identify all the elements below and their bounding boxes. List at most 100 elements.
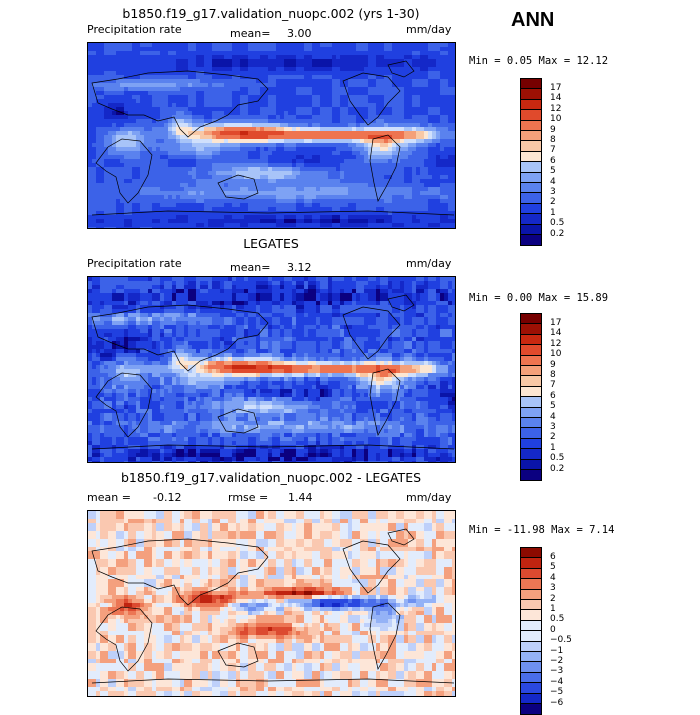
map-cell	[384, 199, 389, 204]
map-cell	[212, 191, 217, 196]
map-cell	[372, 67, 377, 72]
map-cell	[384, 277, 389, 282]
map-cell	[88, 139, 93, 144]
map-cell	[236, 63, 241, 68]
map-cell	[128, 123, 133, 128]
map-cell	[100, 107, 105, 112]
map-cell	[152, 179, 157, 184]
map-cell	[404, 123, 409, 128]
map-cell	[104, 179, 109, 184]
map-cell	[212, 277, 217, 282]
map-cell	[132, 59, 137, 64]
map-cell	[276, 119, 281, 124]
map-cell	[340, 51, 345, 56]
map-cell	[104, 47, 109, 52]
map-cell	[392, 223, 397, 228]
map-cell	[304, 223, 309, 228]
map-cell	[288, 199, 293, 204]
map-cell	[148, 103, 153, 108]
map-cell	[152, 159, 157, 164]
map-cell	[220, 155, 225, 160]
map-cell	[124, 83, 129, 88]
map-cell	[432, 277, 437, 282]
map-cell	[392, 227, 397, 228]
map-cell	[208, 143, 213, 148]
map-cell	[256, 207, 261, 212]
map-cell	[252, 67, 257, 72]
map-cell	[424, 155, 429, 160]
map-cell	[108, 293, 113, 298]
map-cell	[116, 79, 121, 84]
map-cell	[288, 123, 293, 128]
map-cell	[436, 175, 441, 180]
map-cell	[412, 59, 417, 64]
map-cell	[308, 115, 313, 120]
map-cell	[364, 151, 369, 156]
map-cell	[276, 67, 281, 72]
map-cell	[220, 59, 225, 64]
map-cell	[108, 95, 113, 100]
map-cell	[176, 277, 181, 282]
map-cell	[384, 139, 389, 144]
map-cell	[360, 83, 365, 88]
map-cell	[108, 159, 113, 164]
map-cell	[364, 51, 369, 56]
map-cell	[232, 163, 237, 168]
map-cell	[376, 83, 381, 88]
map-cell	[232, 199, 237, 204]
map-cell	[384, 43, 389, 48]
map-cell	[172, 297, 177, 302]
map-cell	[168, 199, 173, 204]
map-cell	[372, 203, 377, 208]
map-cell	[320, 63, 325, 68]
map-cell	[216, 79, 221, 84]
map-cell	[292, 187, 297, 192]
map-cell	[148, 79, 153, 84]
map-cell	[356, 131, 361, 136]
map-cell	[320, 151, 325, 156]
map-cell	[164, 159, 169, 164]
map-cell	[328, 107, 333, 112]
map-cell	[352, 289, 357, 294]
map-cell	[152, 293, 157, 298]
map-cell	[144, 95, 149, 100]
map-cell	[120, 219, 125, 224]
map-cell	[420, 51, 425, 56]
map-cell	[336, 123, 341, 128]
map-cell	[316, 63, 321, 68]
map-cell	[348, 195, 353, 200]
map-cell	[92, 171, 97, 176]
map-cell	[248, 301, 253, 306]
map-cell	[128, 135, 133, 140]
map-cell	[276, 131, 281, 136]
map-cell	[124, 191, 129, 196]
map-cell	[336, 119, 341, 124]
map-cell	[92, 207, 97, 212]
map-cell	[172, 139, 177, 144]
map-cell	[280, 227, 285, 228]
map-cell	[120, 67, 125, 72]
map-cell	[172, 163, 177, 168]
map-cell	[164, 187, 169, 192]
map-cell	[188, 191, 193, 196]
map-cell	[100, 147, 105, 152]
map-cell	[280, 277, 285, 282]
map-cell	[364, 79, 369, 84]
map-cell	[332, 43, 337, 48]
map-cell	[444, 103, 449, 108]
map-cell	[196, 63, 201, 68]
map-cell	[372, 199, 377, 204]
map-cell	[244, 301, 249, 306]
map-cell	[416, 83, 421, 88]
map-cell	[200, 139, 205, 144]
map-cell	[208, 147, 213, 152]
map-cell	[352, 143, 357, 148]
map-cell	[140, 123, 145, 128]
map-cell	[248, 215, 253, 220]
map-cell	[436, 297, 441, 302]
map-cell	[392, 127, 397, 132]
map-cell	[196, 111, 201, 116]
map-cell	[288, 187, 293, 192]
map-cell	[164, 293, 169, 298]
map-cell	[268, 285, 273, 290]
